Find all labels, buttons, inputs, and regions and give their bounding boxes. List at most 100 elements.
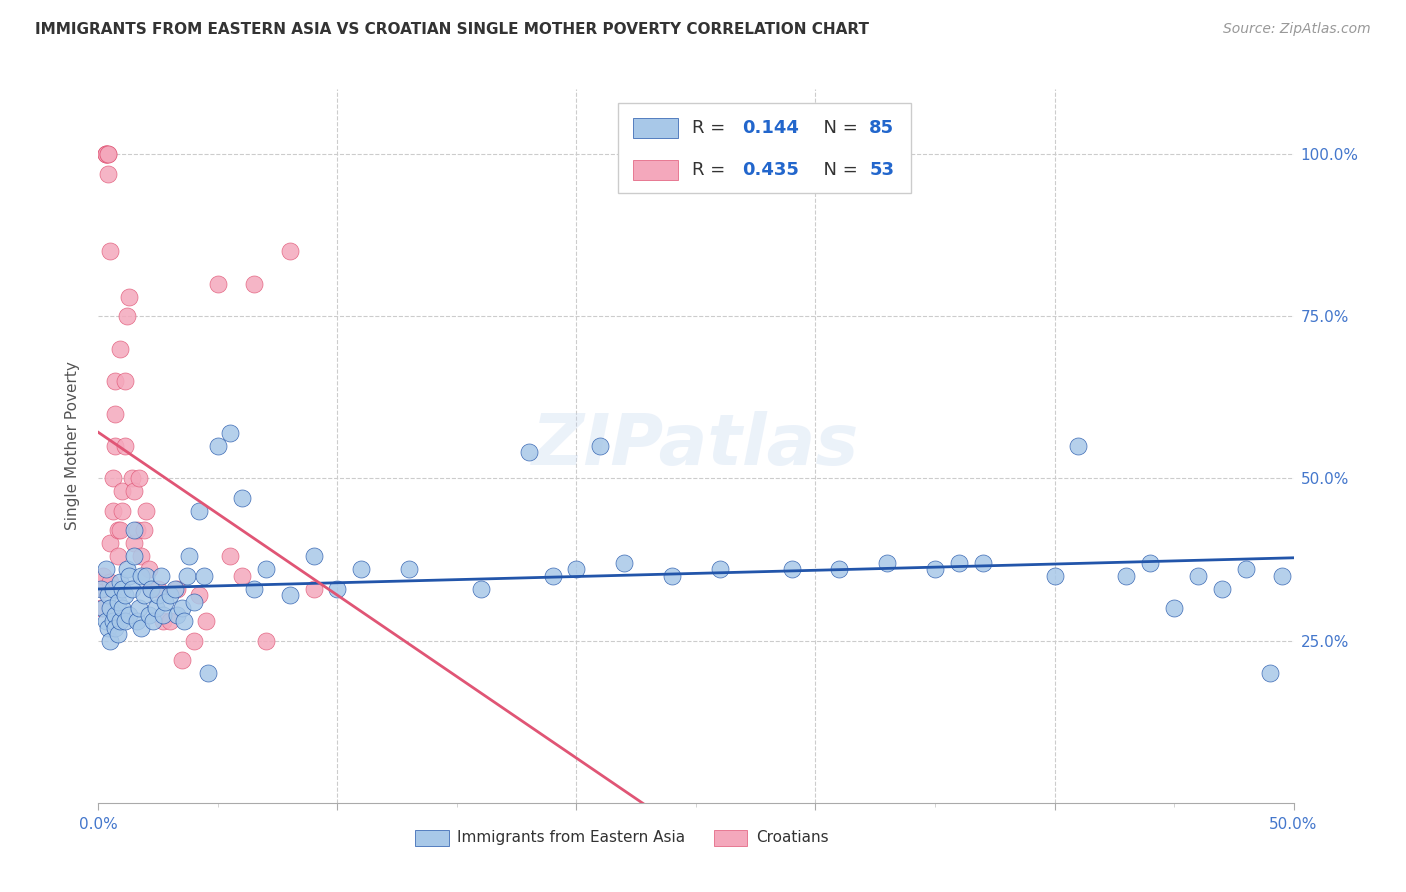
Point xyxy=(91,582,114,596)
Point xyxy=(166,607,188,622)
Point xyxy=(128,601,150,615)
Point xyxy=(125,524,148,538)
Text: Immigrants from Eastern Asia: Immigrants from Eastern Asia xyxy=(457,830,685,846)
Point xyxy=(139,582,162,596)
Point xyxy=(125,614,148,628)
Point xyxy=(131,549,153,564)
Point xyxy=(98,633,122,648)
Point xyxy=(101,504,124,518)
Point xyxy=(1187,568,1209,582)
Point xyxy=(94,562,117,576)
FancyBboxPatch shape xyxy=(714,830,748,846)
Point xyxy=(231,491,253,505)
Point xyxy=(278,588,301,602)
Point xyxy=(101,614,124,628)
Point xyxy=(115,310,138,324)
Text: 85: 85 xyxy=(869,120,894,137)
Point xyxy=(172,601,194,615)
FancyBboxPatch shape xyxy=(633,119,678,138)
Point xyxy=(924,562,946,576)
Point xyxy=(107,549,129,564)
Text: N =: N = xyxy=(811,120,863,137)
Point xyxy=(1271,568,1294,582)
Point xyxy=(97,167,120,181)
Point xyxy=(91,568,114,582)
Point xyxy=(114,588,136,602)
Text: ZIPatlas: ZIPatlas xyxy=(533,411,859,481)
Point xyxy=(187,504,209,518)
Point xyxy=(135,504,157,518)
Point xyxy=(152,607,174,622)
Point xyxy=(1139,556,1161,570)
Point xyxy=(94,147,117,161)
Point xyxy=(517,445,540,459)
Text: R =: R = xyxy=(692,120,731,137)
Text: 0.144: 0.144 xyxy=(742,120,800,137)
Point xyxy=(107,524,129,538)
Point xyxy=(104,607,127,622)
Point xyxy=(159,614,181,628)
Point xyxy=(163,582,186,596)
Point xyxy=(114,374,136,388)
Point xyxy=(183,633,205,648)
Point xyxy=(108,614,131,628)
Point xyxy=(876,556,898,570)
Text: 0.435: 0.435 xyxy=(742,161,800,179)
Point xyxy=(187,588,209,602)
Point xyxy=(97,621,120,635)
Point xyxy=(104,374,127,388)
Point xyxy=(145,601,167,615)
Point xyxy=(101,471,124,485)
Point xyxy=(541,568,564,582)
Point xyxy=(138,562,160,576)
Point xyxy=(104,407,127,421)
Point xyxy=(94,147,117,161)
Point xyxy=(1115,568,1137,582)
Point xyxy=(98,575,122,590)
Text: IMMIGRANTS FROM EASTERN ASIA VS CROATIAN SINGLE MOTHER POVERTY CORRELATION CHART: IMMIGRANTS FROM EASTERN ASIA VS CROATIAN… xyxy=(35,22,869,37)
Point xyxy=(1043,568,1066,582)
Point xyxy=(173,614,195,628)
Point xyxy=(104,439,127,453)
Point xyxy=(254,633,277,648)
Point xyxy=(243,582,266,596)
Point xyxy=(828,562,851,576)
Point xyxy=(398,562,420,576)
Point xyxy=(90,601,112,615)
Point xyxy=(114,614,136,628)
Point xyxy=(135,568,157,582)
Point xyxy=(121,471,143,485)
Point xyxy=(219,425,242,440)
Point xyxy=(148,582,170,596)
Point xyxy=(470,582,492,596)
Point xyxy=(278,244,301,259)
Point xyxy=(149,568,172,582)
Point xyxy=(111,601,134,615)
Point xyxy=(219,549,242,564)
Point xyxy=(565,562,588,576)
Point xyxy=(159,588,181,602)
Point xyxy=(1067,439,1090,453)
Point xyxy=(1163,601,1185,615)
FancyBboxPatch shape xyxy=(633,161,678,180)
Point xyxy=(231,568,253,582)
Point xyxy=(124,524,146,538)
Text: 53: 53 xyxy=(869,161,894,179)
Point xyxy=(148,588,170,602)
Point xyxy=(132,524,155,538)
Y-axis label: Single Mother Poverty: Single Mother Poverty xyxy=(65,361,80,531)
Point xyxy=(111,484,134,499)
Point xyxy=(118,568,141,582)
Point xyxy=(104,621,127,635)
Point xyxy=(166,582,188,596)
Point xyxy=(139,582,162,596)
Text: R =: R = xyxy=(692,161,731,179)
Point xyxy=(243,277,266,291)
Text: N =: N = xyxy=(811,161,863,179)
Point xyxy=(98,536,122,550)
Point xyxy=(90,582,112,596)
Point xyxy=(183,595,205,609)
Point xyxy=(115,562,138,576)
Point xyxy=(152,614,174,628)
Point xyxy=(90,575,112,590)
